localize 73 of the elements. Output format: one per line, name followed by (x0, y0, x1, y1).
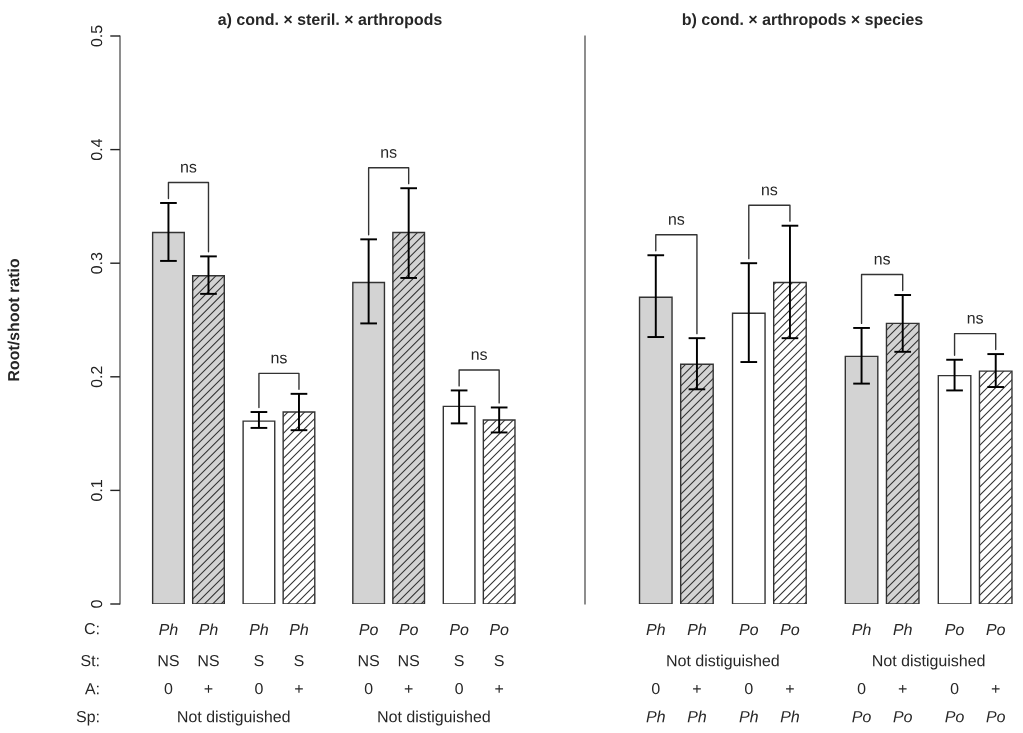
text: Not distiguished (667, 654, 779, 670)
text: C: (84, 622, 99, 635)
text: NS (358, 654, 379, 667)
annotation: ns (271, 354, 287, 364)
y-tick-label: 0.5 (90, 25, 103, 47)
y-tick-label: 0.3 (90, 252, 103, 274)
text: 0 (455, 682, 463, 695)
text: Ph (780, 710, 799, 723)
x-tick-label: Ph (646, 623, 665, 636)
x-tick-label: Ph (289, 623, 309, 636)
text: 0 (255, 682, 263, 695)
text: Po (986, 711, 1005, 723)
annotation: ns (874, 255, 890, 265)
annotation: ns (471, 351, 487, 361)
annotation: ns (181, 163, 197, 173)
x-tick-label: Po (945, 624, 964, 636)
text: NS (398, 654, 420, 667)
text: + (495, 684, 504, 693)
text: Ph (687, 710, 706, 723)
text: Not distiguished (873, 654, 985, 670)
x-tick-label: Ph (687, 623, 706, 636)
text: 0 (950, 682, 959, 695)
text: St: (81, 654, 99, 667)
annotation: ns (381, 149, 397, 158)
y-tick-label: 0.2 (90, 366, 103, 388)
text: S (294, 654, 304, 667)
text: Sp: (76, 710, 99, 726)
text: S (494, 654, 504, 667)
text: + (204, 684, 213, 693)
x-tick-label: Po (399, 624, 418, 636)
text: 0 (857, 682, 866, 695)
x-tick-label: Ph (199, 623, 218, 636)
annotation: ns (762, 186, 778, 196)
chart-title: a) cond. × steril. × arthropods (218, 13, 442, 29)
y-tick-label: 0.4 (90, 138, 103, 161)
x-tick-label: Po (986, 624, 1005, 636)
annotation: ns (967, 314, 983, 324)
x-tick-label: Po (359, 624, 378, 636)
text: + (786, 684, 794, 693)
text: Ph (646, 710, 665, 723)
text: 0 (164, 682, 173, 695)
text: + (693, 684, 701, 693)
text: + (295, 684, 303, 693)
text: A: (84, 683, 99, 695)
text: Po (852, 711, 871, 723)
text: S (254, 654, 264, 667)
y-tick-label: 0 (90, 600, 103, 608)
x-tick-label: Po (739, 624, 759, 636)
x-tick-label: Ph (852, 623, 871, 636)
annotation: ns (668, 216, 685, 225)
text: Not distiguished (378, 710, 490, 726)
text: 0 (651, 682, 660, 695)
x-tick-label: Po (489, 624, 509, 636)
x-tick-label: Po (780, 624, 800, 636)
chart-title: b) cond. × arthropods × species (682, 13, 923, 29)
text: NS (198, 654, 219, 667)
text: + (404, 684, 413, 693)
x-tick-label: Ph (159, 623, 178, 636)
text: Not distiguished (178, 710, 290, 726)
text: + (898, 684, 907, 693)
text: NS (158, 654, 179, 667)
text: 0 (744, 682, 753, 695)
x-tick-label: Ph (249, 623, 268, 636)
text: 0 (364, 682, 373, 695)
x-tick-label: Ph (893, 623, 912, 636)
x-tick-label: Po (449, 624, 469, 636)
text: S (454, 654, 464, 667)
y-tick-label: 0.1 (90, 480, 103, 501)
text: + (991, 684, 1000, 693)
text: Po (945, 711, 964, 723)
text: Po (893, 711, 912, 723)
text: Ph (739, 710, 758, 723)
y-axis-title: Root/shoot ratio (7, 258, 20, 381)
